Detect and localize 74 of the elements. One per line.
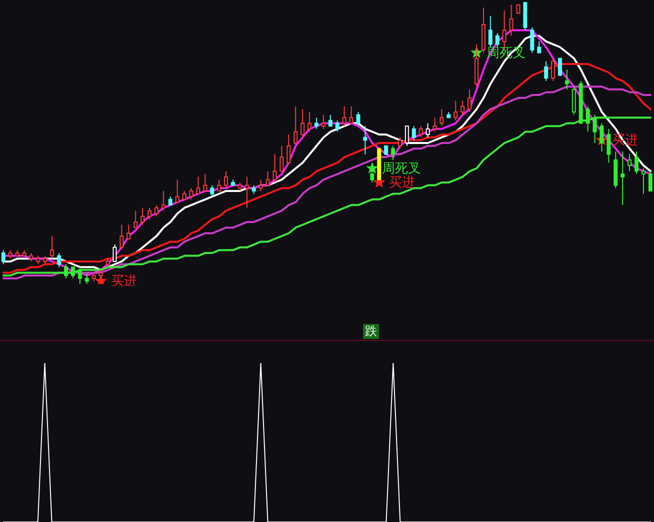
candlestick	[564, 69, 569, 90]
candlestick	[551, 58, 556, 82]
candlestick	[161, 190, 166, 212]
candlestick	[300, 108, 305, 138]
candlestick	[398, 136, 402, 150]
candlestick	[210, 184, 214, 198]
candlestick	[314, 117, 318, 130]
candlestick	[404, 126, 409, 146]
candlestick	[349, 106, 354, 124]
candlestick	[495, 32, 500, 48]
candlestick	[120, 224, 124, 248]
candlestick	[266, 170, 270, 186]
candlestick	[509, 4, 514, 36]
candlestick	[294, 106, 298, 146]
candlestick	[272, 154, 277, 183]
candlestick	[586, 106, 590, 132]
candlestick	[391, 145, 396, 160]
candlestick	[600, 122, 604, 152]
candlestick	[634, 150, 639, 175]
candlestick	[203, 174, 208, 192]
candlestick	[64, 264, 68, 279]
candlestick	[432, 117, 437, 132]
candlestick	[134, 210, 138, 228]
candlestick	[363, 126, 368, 155]
candlestick	[412, 126, 416, 141]
candlestick	[57, 252, 62, 268]
candlestick	[126, 224, 131, 240]
candlestick	[286, 134, 291, 164]
candlestick	[84, 272, 89, 284]
candlestick	[418, 126, 423, 138]
candlestick	[620, 150, 625, 206]
candlestick	[308, 111, 312, 132]
candlestick	[154, 204, 158, 217]
candlestick	[112, 244, 117, 262]
candlestick	[224, 170, 228, 189]
candlestick	[530, 26, 534, 54]
candlestick	[175, 179, 180, 203]
text: 买进	[110, 274, 137, 289]
candlestick	[426, 122, 430, 138]
candlestick	[189, 188, 194, 200]
candlestick	[454, 100, 458, 121]
point	[366, 162, 378, 174]
candlestick	[488, 16, 492, 48]
series-label: 买进	[389, 174, 416, 190]
candlestick	[342, 106, 346, 127]
candlestick	[335, 120, 340, 132]
candlestick	[1, 250, 6, 265]
candlestick	[148, 207, 152, 220]
candlestick	[196, 176, 200, 194]
candlestick	[70, 266, 75, 279]
candlestick	[78, 266, 82, 284]
candlestick	[321, 114, 326, 130]
candlestick	[628, 154, 632, 172]
candlestick	[217, 179, 222, 192]
candlestick	[606, 128, 611, 164]
candlestick	[592, 114, 597, 144]
candlestick	[572, 86, 576, 116]
candlestick	[648, 170, 652, 192]
candlestick	[258, 179, 263, 192]
text: 周死叉	[382, 160, 422, 176]
candlestick	[537, 40, 542, 54]
candlestick	[244, 176, 249, 208]
candlestick	[140, 207, 145, 226]
candlestick	[558, 58, 562, 76]
candlestick	[460, 100, 465, 116]
candlestick	[641, 168, 646, 194]
candlestick	[328, 114, 332, 127]
candlestick	[280, 145, 284, 172]
text: 跌	[363, 324, 379, 339]
candlestick	[356, 111, 360, 127]
candlestick	[50, 236, 54, 260]
candlestick	[440, 108, 444, 127]
candlestick	[468, 88, 472, 112]
candlestick	[544, 60, 548, 82]
